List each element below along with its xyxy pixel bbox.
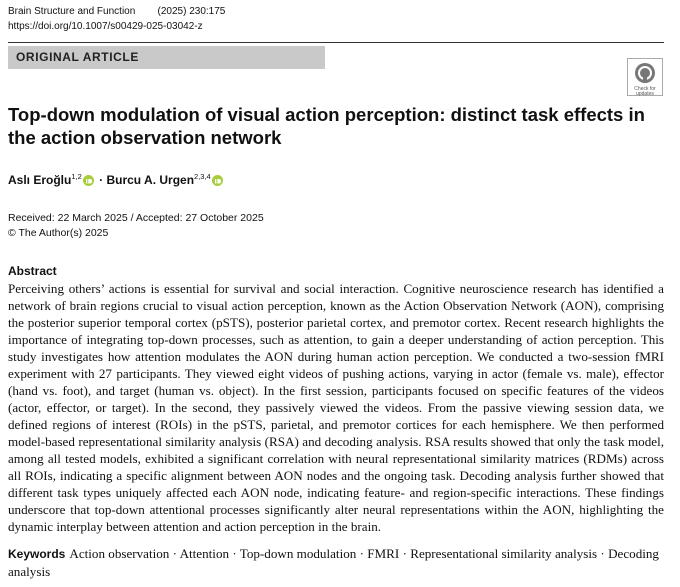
abstract-heading: Abstract xyxy=(8,264,57,278)
journal-line: Brain Structure and Function (2025) 230:… xyxy=(8,6,225,17)
author-affiliations: 2,3,4 xyxy=(194,172,211,181)
keyword-separator: · xyxy=(172,546,178,561)
orcid-icon[interactable] xyxy=(211,175,223,186)
keyword: Attention xyxy=(179,546,230,561)
author-separator: · xyxy=(99,173,104,187)
header-rule xyxy=(8,42,664,43)
copyright: © The Author(s) 2025 xyxy=(8,227,109,239)
check-updates-badge[interactable]: Check for updates xyxy=(627,58,663,97)
keyword: Top-down modulation xyxy=(239,546,357,561)
keyword-separator: · xyxy=(232,546,237,561)
keyword: FMRI xyxy=(367,546,400,561)
keyword: Action observation xyxy=(69,546,170,561)
keyword: Representational similarity analysis xyxy=(410,546,598,561)
orcid-icon[interactable] xyxy=(82,175,94,186)
author-name: Burcu A. Urgen xyxy=(106,173,195,187)
article-title: Top-down modulation of visual action per… xyxy=(8,104,645,148)
article-type: ORIGINAL ARTICLE xyxy=(8,46,325,69)
author-name: Aslı Eroğlu xyxy=(8,173,72,187)
keyword-separator: · xyxy=(600,546,605,561)
abstract-text: Perceiving others’ actions is essential … xyxy=(8,281,664,534)
badge-icon xyxy=(635,63,655,83)
author-affiliations: 1,2 xyxy=(71,172,82,181)
authors: Aslı Eroğlu1,2 · Burcu A. Urgen2,3,4 xyxy=(8,172,225,187)
keyword: Decoding analysis xyxy=(8,546,659,579)
citation: (2025) 230:175 xyxy=(157,6,226,17)
keyword-separator: · xyxy=(359,546,364,561)
journal: Brain Structure and Function xyxy=(8,6,136,17)
keywords-label: Keywords xyxy=(8,547,66,561)
doi[interactable]: https://doi.org/10.1007/s00429-025-03042… xyxy=(8,21,203,32)
dates: Received: 22 March 2025 / Accepted: 27 O… xyxy=(8,212,264,224)
keywords: Keywords Action observation · Attention ·… xyxy=(8,545,664,581)
badge-text: Check for updates xyxy=(634,86,656,97)
keyword-separator: · xyxy=(402,546,407,561)
